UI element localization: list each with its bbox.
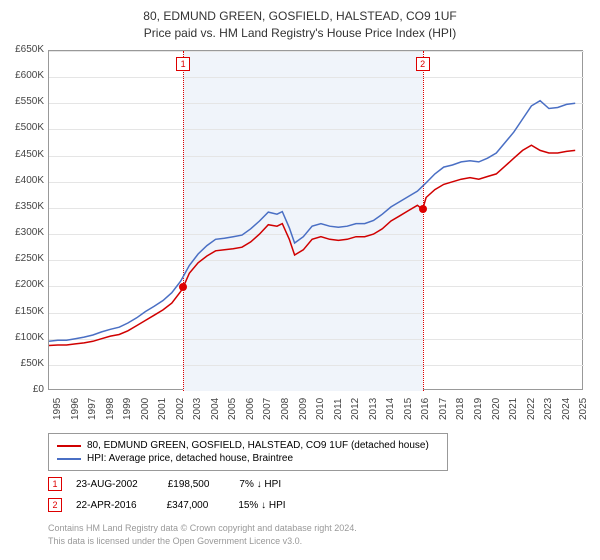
hpi-line bbox=[49, 101, 575, 342]
x-axis-label: 1999 bbox=[122, 398, 133, 420]
y-axis-label: £600K bbox=[6, 70, 44, 81]
property-line bbox=[49, 145, 575, 345]
x-axis-label: 2006 bbox=[245, 398, 256, 420]
legend-swatch-blue bbox=[57, 458, 81, 460]
title-line-1: 80, EDMUND GREEN, GOSFIELD, HALSTEAD, CO… bbox=[143, 9, 456, 23]
y-axis-label: £550K bbox=[6, 96, 44, 107]
x-axis-label: 1997 bbox=[87, 398, 98, 420]
y-axis-label: £100K bbox=[6, 332, 44, 343]
sale-date-1: 23-AUG-2002 bbox=[76, 479, 138, 490]
legend-swatch-red bbox=[57, 445, 81, 447]
y-axis-label: £350K bbox=[6, 201, 44, 212]
footer-line-2: This data is licensed under the Open Gov… bbox=[48, 536, 302, 546]
x-axis-label: 2012 bbox=[350, 398, 361, 420]
y-axis-label: £50K bbox=[6, 358, 44, 369]
x-axis-label: 2015 bbox=[403, 398, 414, 420]
legend-label-hpi: HPI: Average price, detached house, Brai… bbox=[87, 453, 293, 464]
title-line-2: Price paid vs. HM Land Registry's House … bbox=[144, 26, 456, 40]
y-axis-label: £500K bbox=[6, 122, 44, 133]
x-axis-label: 2023 bbox=[543, 398, 554, 420]
x-axis-label: 2022 bbox=[526, 398, 537, 420]
legend-label-property: 80, EDMUND GREEN, GOSFIELD, HALSTEAD, CO… bbox=[87, 440, 429, 451]
x-axis-label: 2010 bbox=[315, 398, 326, 420]
sale-dot-1 bbox=[179, 283, 187, 291]
y-axis-label: £300K bbox=[6, 227, 44, 238]
sale-delta-1: 7% ↓ HPI bbox=[239, 479, 281, 490]
x-axis-label: 2016 bbox=[420, 398, 431, 420]
x-axis-label: 2009 bbox=[298, 398, 309, 420]
legend-row-property: 80, EDMUND GREEN, GOSFIELD, HALSTEAD, CO… bbox=[57, 440, 439, 451]
legend: 80, EDMUND GREEN, GOSFIELD, HALSTEAD, CO… bbox=[48, 433, 448, 471]
x-axis-label: 2001 bbox=[157, 398, 168, 420]
x-axis-label: 2020 bbox=[491, 398, 502, 420]
x-axis-label: 2000 bbox=[140, 398, 151, 420]
x-axis-label: 2025 bbox=[578, 398, 589, 420]
chart-title: 80, EDMUND GREEN, GOSFIELD, HALSTEAD, CO… bbox=[0, 0, 600, 42]
sale-marker-2-icon: 2 bbox=[48, 498, 62, 512]
x-axis-label: 2018 bbox=[455, 398, 466, 420]
footer-line-1: Contains HM Land Registry data © Crown c… bbox=[48, 523, 357, 533]
y-axis-label: £650K bbox=[6, 44, 44, 55]
y-axis-label: £250K bbox=[6, 253, 44, 264]
x-axis-label: 2007 bbox=[262, 398, 273, 420]
chart-container: 80, EDMUND GREEN, GOSFIELD, HALSTEAD, CO… bbox=[0, 0, 600, 560]
x-axis-label: 2005 bbox=[227, 398, 238, 420]
x-axis-label: 2021 bbox=[508, 398, 519, 420]
x-axis-label: 1998 bbox=[105, 398, 116, 420]
plot-area: 12 bbox=[48, 50, 583, 390]
x-axis-label: 2003 bbox=[192, 398, 203, 420]
x-axis-label: 2004 bbox=[210, 398, 221, 420]
x-axis-label: 2013 bbox=[368, 398, 379, 420]
y-axis-label: £400K bbox=[6, 175, 44, 186]
sale-row-2: 2 22-APR-2016 £347,000 15% ↓ HPI bbox=[48, 498, 316, 512]
sale-marker-1-icon: 1 bbox=[48, 477, 62, 491]
sale-delta-2: 15% ↓ HPI bbox=[238, 500, 285, 511]
x-axis-label: 1996 bbox=[70, 398, 81, 420]
x-axis-label: 2019 bbox=[473, 398, 484, 420]
x-axis-label: 2017 bbox=[438, 398, 449, 420]
footer-text: Contains HM Land Registry data © Crown c… bbox=[48, 522, 357, 547]
y-axis-label: £200K bbox=[6, 279, 44, 290]
y-axis-label: £0 bbox=[6, 384, 44, 395]
x-axis-label: 2011 bbox=[333, 398, 344, 420]
x-axis-label: 1995 bbox=[52, 398, 63, 420]
sale-date-2: 22-APR-2016 bbox=[76, 500, 137, 511]
sale-price-2: £347,000 bbox=[167, 500, 209, 511]
x-axis-label: 2024 bbox=[561, 398, 572, 420]
x-axis-label: 2008 bbox=[280, 398, 291, 420]
x-axis-label: 2014 bbox=[385, 398, 396, 420]
y-axis-label: £450K bbox=[6, 149, 44, 160]
sale-row-1: 1 23-AUG-2002 £198,500 7% ↓ HPI bbox=[48, 477, 311, 491]
x-axis-label: 2002 bbox=[175, 398, 186, 420]
y-axis-label: £150K bbox=[6, 306, 44, 317]
legend-row-hpi: HPI: Average price, detached house, Brai… bbox=[57, 453, 439, 464]
sale-price-1: £198,500 bbox=[168, 479, 210, 490]
line-layer bbox=[49, 51, 584, 391]
sale-dot-2 bbox=[419, 205, 427, 213]
